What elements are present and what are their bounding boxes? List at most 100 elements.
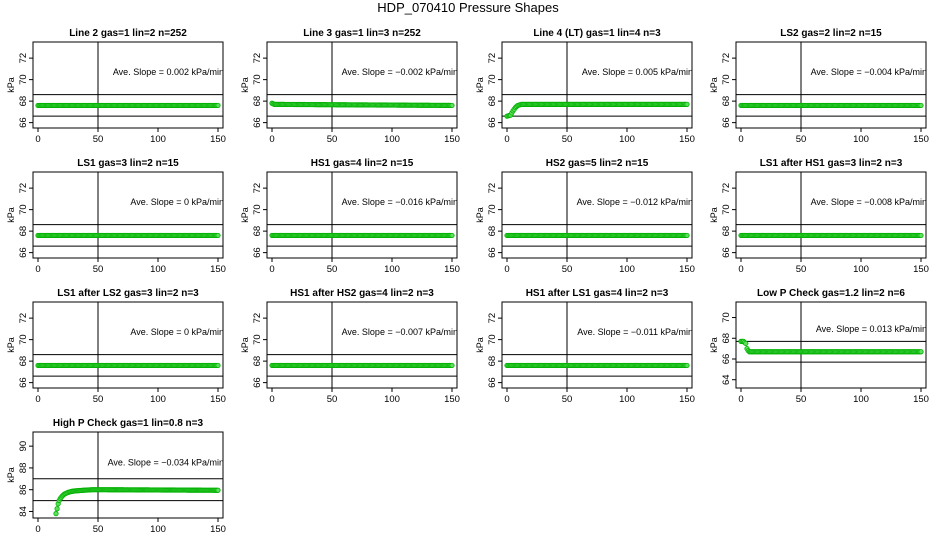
slope-annotation: Ave. Slope = −0.011 kPa/min — [577, 327, 693, 337]
y-tick-label: 70 — [487, 204, 498, 215]
x-tick-label: 100 — [384, 264, 400, 275]
y-tick-label: 66 — [252, 117, 263, 128]
y-axis-label: kPa — [240, 207, 250, 223]
panel-title: LS2 gas=2 lin=2 n=15 — [780, 28, 882, 39]
slope-annotation: Ave. Slope = 0 kPa/min — [130, 197, 224, 207]
x-tick-label: 150 — [444, 134, 460, 145]
y-tick-label: 66 — [487, 117, 498, 128]
y-tick-label: 68 — [721, 96, 732, 107]
y-tick-label: 68 — [721, 226, 732, 237]
data-point — [53, 511, 59, 517]
x-tick-label: 50 — [562, 394, 573, 405]
slope-annotation: Ave. Slope = −0.004 kPa/min — [811, 67, 927, 77]
y-axis-label: kPa — [709, 77, 719, 93]
y-tick-label: 86 — [18, 484, 29, 495]
panel-title: LS1 after LS2 gas=3 lin=2 n=3 — [57, 288, 199, 299]
x-tick-label: 150 — [913, 394, 929, 405]
x-tick-label: 150 — [679, 134, 695, 145]
data-point — [449, 362, 455, 369]
slope-annotation: Ave. Slope = −0.008 kPa/min — [811, 197, 927, 207]
x-tick-label: 0 — [35, 134, 40, 145]
plot-frame — [266, 41, 458, 129]
plot-frame — [501, 41, 693, 129]
data-point — [215, 362, 221, 369]
y-tick-label: 72 — [18, 183, 29, 194]
plot-frame — [735, 171, 927, 259]
y-tick-label: 72 — [721, 183, 732, 194]
x-tick-label: 0 — [504, 134, 509, 145]
x-tick-label: 50 — [562, 134, 573, 145]
x-tick-label: 50 — [327, 394, 338, 405]
x-tick-label: 0 — [738, 264, 743, 275]
slope-annotation: Ave. Slope = −0.002 kPa/min — [342, 67, 458, 77]
panel-title: LS1 after HS1 gas=3 lin=2 n=3 — [760, 158, 903, 169]
y-tick-label: 70 — [18, 334, 29, 345]
panel-title: HS1 gas=4 lin=2 n=15 — [311, 158, 414, 169]
y-tick-label: 88 — [18, 463, 29, 474]
x-tick-label: 150 — [210, 264, 226, 275]
plot-frame — [32, 41, 224, 129]
panel-title: Line 3 gas=1 lin=3 n=252 — [303, 28, 421, 39]
x-tick-label: 100 — [384, 394, 400, 405]
data-point — [684, 101, 690, 107]
panel-title: HS2 gas=5 lin=2 n=15 — [546, 158, 649, 169]
x-tick-label: 150 — [444, 394, 460, 405]
x-tick-label: 150 — [679, 264, 695, 275]
x-tick-label: 100 — [619, 394, 635, 405]
data-point — [743, 340, 749, 347]
slope-annotation: Ave. Slope = 0.002 kPa/min — [113, 67, 224, 77]
y-tick-label: 68 — [721, 333, 732, 344]
x-tick-label: 0 — [35, 524, 40, 535]
x-tick-label: 50 — [93, 394, 104, 405]
y-tick-label: 70 — [252, 74, 263, 85]
x-tick-label: 50 — [796, 394, 807, 405]
y-axis-label: kPa — [6, 77, 16, 93]
y-tick-label: 64 — [721, 374, 732, 385]
x-tick-label: 100 — [150, 134, 166, 145]
data-point — [918, 232, 924, 239]
data-point — [684, 362, 690, 369]
slope-annotation: Ave. Slope = 0 kPa/min — [130, 327, 224, 337]
y-tick-label: 84 — [18, 506, 29, 517]
y-tick-label: 66 — [18, 247, 29, 258]
y-axis-label: kPa — [6, 337, 16, 353]
panel-title: HS1 after LS1 gas=4 lin=2 n=3 — [526, 288, 669, 299]
y-tick-label: 66 — [252, 377, 263, 388]
y-tick-label: 70 — [18, 74, 29, 85]
plot-frame — [266, 301, 458, 389]
y-tick-label: 68 — [18, 226, 29, 237]
plot-frame — [501, 171, 693, 259]
x-tick-label: 50 — [93, 524, 104, 535]
y-tick-label: 72 — [252, 313, 263, 324]
x-tick-label: 50 — [796, 264, 807, 275]
slope-annotation: Ave. Slope = −0.012 kPa/min — [577, 197, 693, 207]
x-tick-label: 100 — [853, 394, 869, 405]
x-tick-label: 100 — [619, 134, 635, 145]
plot-frame — [266, 171, 458, 259]
plot-frame — [32, 431, 224, 519]
panel-title: High P Check gas=1 lin=0.8 n=3 — [53, 418, 204, 429]
y-axis-label: kPa — [6, 207, 16, 223]
data-point — [54, 506, 60, 512]
y-tick-label: 68 — [252, 356, 263, 367]
slope-annotation: Ave. Slope = −0.007 kPa/min — [342, 327, 458, 337]
y-axis-label: kPa — [6, 467, 16, 483]
y-tick-label: 68 — [487, 226, 498, 237]
slope-annotation: Ave. Slope = −0.034 kPa/min — [108, 457, 224, 467]
y-tick-label: 66 — [721, 117, 732, 128]
panel-title: HS1 after HS2 gas=4 lin=2 n=3 — [290, 288, 434, 299]
x-tick-label: 150 — [679, 394, 695, 405]
x-tick-label: 100 — [150, 524, 166, 535]
y-tick-label: 66 — [487, 377, 498, 388]
panel-title: Low P Check gas=1.2 lin=2 n=6 — [757, 288, 905, 299]
y-tick-label: 72 — [18, 53, 29, 64]
x-tick-label: 100 — [853, 134, 869, 145]
x-tick-label: 150 — [444, 264, 460, 275]
x-tick-label: 100 — [853, 264, 869, 275]
y-axis-label: kPa — [475, 77, 485, 93]
x-tick-label: 50 — [796, 134, 807, 145]
y-axis-label: kPa — [709, 337, 719, 353]
x-tick-label: 50 — [93, 134, 104, 145]
